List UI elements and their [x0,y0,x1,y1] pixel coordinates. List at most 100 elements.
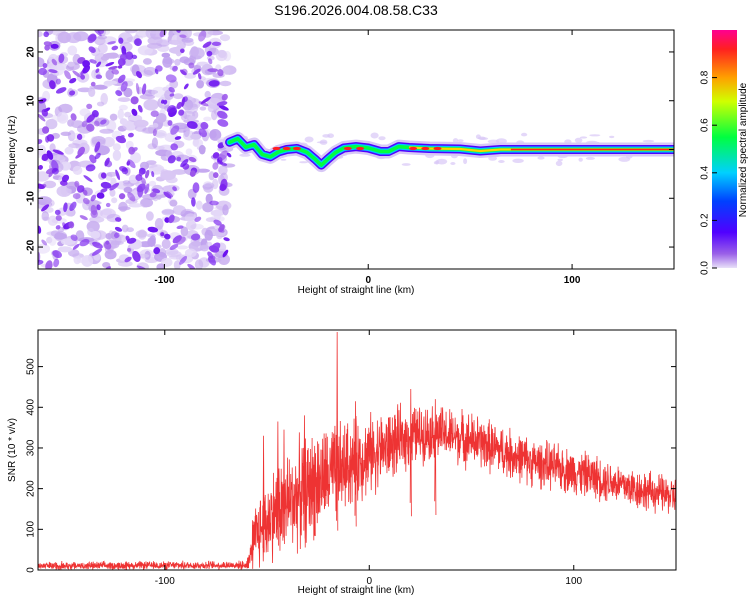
noise-blob-pale [118,104,128,111]
noise-blob-pale [173,93,184,100]
noise-blob-pale [38,171,50,182]
noise-blob-pale [208,171,215,181]
noise-blob-deep [166,105,176,114]
noise-blob-deep [217,228,225,233]
noise-blob-deep [121,45,127,56]
noise-blob-deep [90,81,96,87]
noise-blob-deep [91,248,103,256]
noise-blob-deep [183,83,189,90]
noise-blob-deep [160,232,165,237]
noise-blob-deep [222,249,229,258]
noise-blob-deep [48,69,58,74]
noise-blob-deep [166,191,174,198]
noise-blob-pale [198,257,210,268]
noise-blob-deep [95,74,103,80]
noise-blob-pale [60,184,68,196]
noise-blob-pale [140,198,150,208]
noise-blob-deep [38,113,46,122]
trace-peak [343,146,352,151]
noise-blob-deep [226,152,232,158]
noise-blob-pale [154,218,164,230]
heatmap-x-axis-label: Height of straight line (km) [298,285,415,296]
noise-blob-deep [70,113,77,121]
noise-blob-pale [162,56,173,68]
snr-y-axis-label: SNR (10 * v/v) [7,418,18,482]
noise-blob-deep [130,96,139,105]
noise-blob-faint [463,158,468,165]
noise-blob-deep [131,54,138,60]
noise-blob-faint [479,137,489,141]
noise-blob-pale [146,160,157,165]
colorbar-tick-label: 0.8 [700,70,711,84]
noise-blob-pale [119,118,128,125]
noise-blob-deep [41,108,48,117]
noise-blob-deep [194,216,202,222]
noise-blob-pale [130,152,142,164]
noise-blob-deep [107,41,116,45]
heatmap-y-tick-label: -20 [26,239,37,254]
noise-blob-pale [219,34,231,42]
noise-blob-deep [152,128,157,137]
noise-blob-deep [198,30,207,42]
noise-blob-deep [178,109,185,116]
noise-blob-pale [100,93,108,105]
noise-blob-deep [52,250,62,259]
noise-blob-deep [149,191,157,198]
noise-blob-deep [218,150,228,161]
noise-blob-deep [167,120,173,126]
noise-blob-pale [117,108,125,120]
colorbar-gradient [712,30,737,268]
noise-blob-deep [88,46,96,53]
noise-blob-pale [91,136,106,146]
snr-frame [37,329,677,571]
colorbar-ticks: 0.0 0.2 0.4 0.6 0.8 [700,70,717,275]
noise-blob-deep [188,62,195,69]
noise-blob-pale [68,143,81,149]
noise-blob-deep [168,87,175,93]
noise-blob-pale [184,248,197,258]
noise-blob-deep [135,71,143,79]
noise-blob-deep [174,136,182,140]
noise-blob-deep [85,164,96,172]
noise-blob-deep [115,169,120,181]
colorbar-tick-label: 0.6 [700,118,711,132]
noise-blob-deep [210,242,221,252]
noise-blob-pale [122,180,131,185]
snr-x-tick-label: -100 [155,576,175,587]
trace-peak [421,146,430,151]
noise-blob-deep [77,146,86,157]
noise-blob-pale [196,61,209,67]
snr-plot-area [38,330,676,570]
noise-blob-pale [110,240,120,249]
noise-blob-pale [155,130,167,139]
noise-blob-deep [64,70,72,80]
noise-blob-pale [184,73,197,79]
noise-blob-deep [42,63,48,69]
noise-blob-deep [189,170,196,177]
noise-blob-pale [181,37,194,43]
trace-peak [433,146,442,151]
noise-blob-faint [498,160,505,163]
noise-blob-pale [211,110,218,121]
noise-blob-faint [642,139,655,143]
noise-blob-pale [175,45,183,57]
noise-blob-pale [156,113,167,123]
noise-blob-pale [97,35,108,40]
noise-blob-deep [76,133,83,140]
noise-blob-deep [127,159,136,169]
noise-blob-deep [127,132,134,138]
noise-blob-deep [165,74,177,83]
noise-blob-deep [69,90,76,96]
noise-blob-deep [72,243,80,250]
noise-blob-faint [512,158,524,163]
noise-blob-deep [163,191,172,199]
noise-blob-pale [135,230,148,238]
noise-blob-pale [90,231,101,239]
noise-blob-pale [135,30,149,38]
noise-blob-pale [218,165,228,176]
noise-blob-deep [135,174,143,182]
noise-blob-faint [585,156,596,160]
noise-blob-faint [370,132,379,139]
noise-blob-pale [184,213,197,223]
